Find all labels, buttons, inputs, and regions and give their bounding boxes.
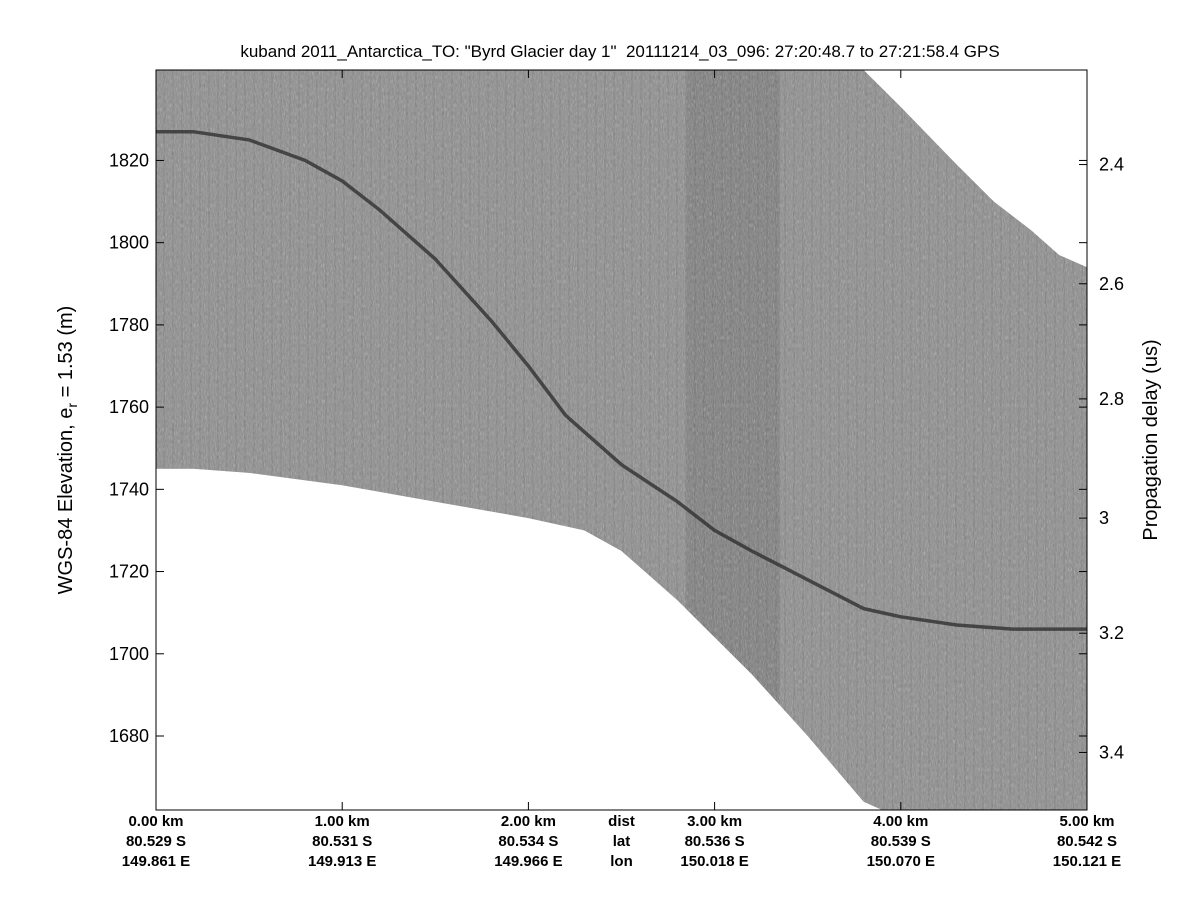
left-tick-label: 1800 [109,233,149,253]
bottom-row-label-lon: lon [610,853,633,870]
bottom-row-label-dist: dist [608,813,635,830]
right-tick-label: 3.4 [1099,742,1124,762]
bottom-tick-lon: 149.966 E [494,853,562,870]
left-tick-label: 1820 [109,150,149,170]
plot-area [156,70,1087,810]
bottom-axis: 0.00 km 80.529 S 149.861 E 1.00 km 80.531 S 1… [122,70,1121,870]
chart-title: kuband 2011_Antarctica_TO: "Byrd Glacier… [240,42,999,61]
bottom-tick-dist: 0.00 km [128,813,183,830]
left-tick-label: 1680 [109,726,149,746]
left-tick-label: 1780 [109,315,149,335]
right-tick-label: 2.8 [1099,389,1124,409]
right-axis: 2.4 2.6 2.8 3 3.2 3.4 [1079,155,1124,762]
left-axis: 1680 1700 1720 1740 1760 1780 1800 1820 [109,150,1087,746]
left-tick-label: 1740 [109,479,149,499]
bottom-tick-lat: 80.542 S [1057,833,1117,850]
echogram-speckle [156,70,1087,810]
bottom-tick-lon: 149.913 E [308,853,376,870]
bottom-tick-dist: 4.00 km [873,813,928,830]
left-axis-label: WGS-84 Elevation, er = 1.53 (m) [55,306,80,595]
bottom-tick-dist: 1.00 km [315,813,370,830]
right-tick-label: 3 [1099,508,1109,528]
bottom-row-label-lat: lat [613,833,631,850]
right-axis-label: Propagation delay (us) [1140,339,1162,540]
bottom-tick-lat: 80.531 S [312,833,372,850]
bottom-tick-lon: 149.861 E [122,853,190,870]
bottom-tick-lat: 80.536 S [685,833,745,850]
left-tick-label: 1760 [109,397,149,417]
right-tick-label: 2.6 [1099,274,1124,294]
bottom-tick-lon: 150.070 E [867,853,935,870]
bottom-tick-dist: 3.00 km [687,813,742,830]
left-tick-label: 1720 [109,562,149,582]
bottom-tick-lon: 150.018 E [680,853,748,870]
surface-reflection-line [156,129,1087,631]
bottom-tick-dist: 5.00 km [1059,813,1114,830]
echogram-image [156,70,1087,810]
left-tick-label: 1700 [109,644,149,664]
bottom-tick-lat: 80.529 S [126,833,186,850]
right-tick-label: 2.4 [1099,155,1124,175]
bottom-tick-dist: 2.00 km [501,813,556,830]
bottom-tick-lon: 150.121 E [1053,853,1121,870]
bottom-tick-lat: 80.539 S [871,833,931,850]
right-tick-label: 3.2 [1099,623,1124,643]
bottom-tick-lat: 80.534 S [498,833,558,850]
plot-frame [155,69,1088,811]
